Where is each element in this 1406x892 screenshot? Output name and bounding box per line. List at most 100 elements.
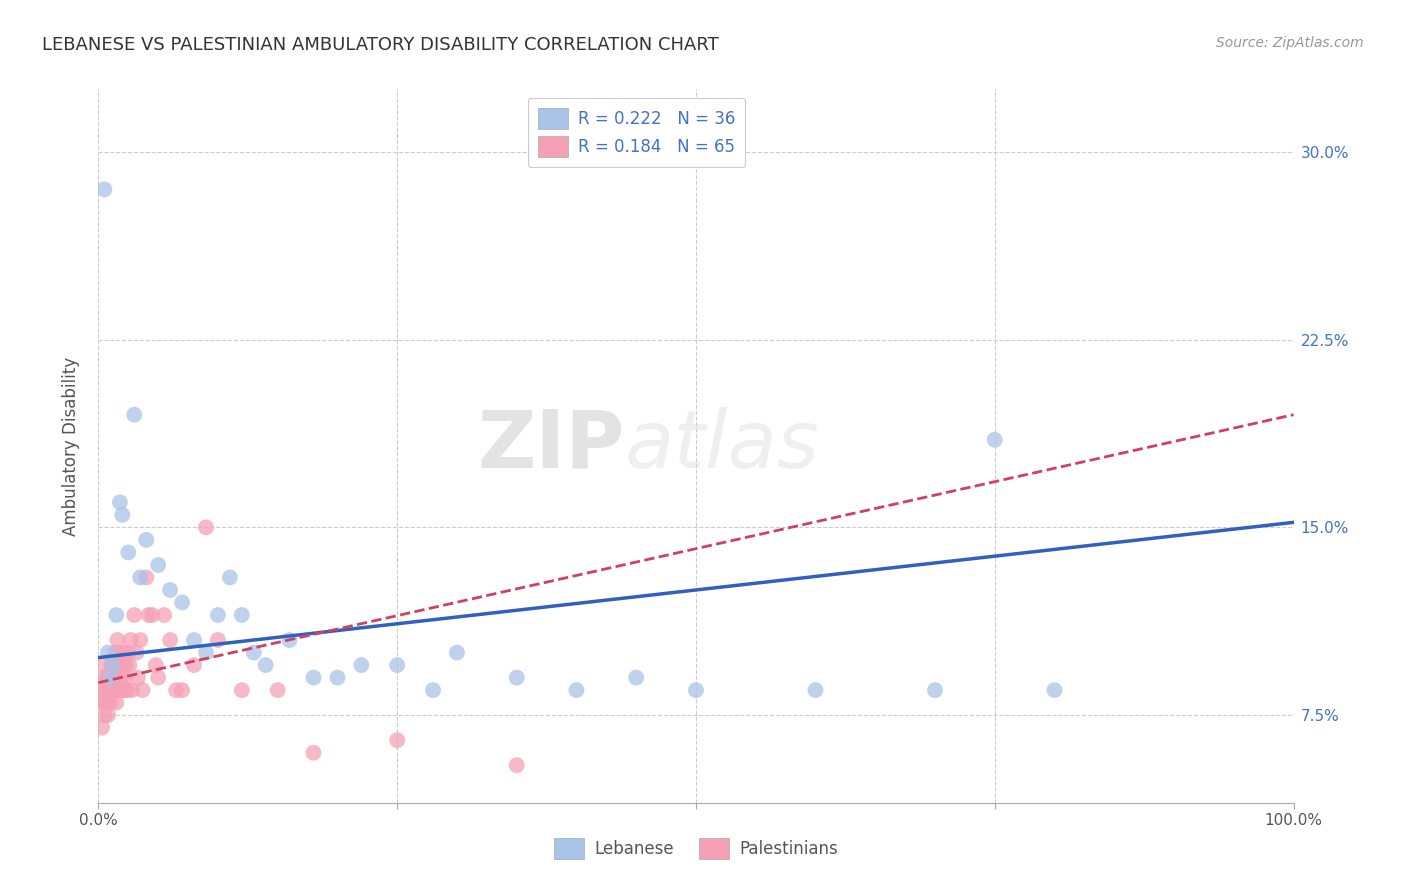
Point: [115, 658, 138, 673]
Point: [97, 683, 120, 698]
Point: [115, 683, 138, 698]
Point: [129, 633, 152, 648]
Point: [131, 683, 153, 698]
Point: [94, 696, 117, 710]
Point: [165, 683, 187, 698]
Point: [267, 683, 290, 698]
Point: [108, 658, 131, 673]
Point: [1043, 683, 1066, 698]
Point: [98, 683, 121, 698]
Point: [124, 607, 146, 622]
Point: [302, 671, 325, 685]
Text: LEBANESE VS PALESTINIAN AMBULATORY DISABILITY CORRELATION CHART: LEBANESE VS PALESTINIAN AMBULATORY DISAB…: [42, 36, 718, 54]
Point: [135, 570, 157, 584]
Point: [506, 671, 529, 685]
Point: [103, 658, 125, 673]
Point: [121, 683, 143, 698]
Point: [117, 545, 139, 559]
Point: [125, 646, 148, 660]
Point: [183, 658, 205, 673]
Point: [97, 708, 120, 723]
Point: [94, 683, 117, 698]
Point: [326, 671, 349, 685]
Point: [506, 758, 529, 772]
Point: [111, 508, 134, 522]
Point: [108, 683, 131, 698]
Point: [101, 683, 124, 698]
Y-axis label: Ambulatory Disability: Ambulatory Disability: [62, 357, 80, 535]
Text: atlas: atlas: [624, 407, 820, 485]
Text: Source: ZipAtlas.com: Source: ZipAtlas.com: [1216, 36, 1364, 50]
Point: [153, 607, 176, 622]
Point: [91, 696, 114, 710]
Point: [93, 182, 115, 196]
Point: [231, 683, 253, 698]
Point: [96, 671, 118, 685]
Point: [446, 646, 468, 660]
Text: ZIP: ZIP: [477, 407, 624, 485]
Point: [91, 721, 114, 735]
Point: [93, 708, 115, 723]
Point: [385, 658, 409, 673]
Point: [93, 671, 115, 685]
Point: [565, 683, 588, 698]
Point: [172, 683, 194, 698]
Point: [105, 696, 128, 710]
Point: [104, 671, 127, 685]
Point: [117, 646, 139, 660]
Point: [231, 607, 253, 622]
Point: [97, 646, 120, 660]
Point: [278, 633, 301, 648]
Point: [159, 633, 181, 648]
Point: [984, 433, 1007, 447]
Point: [138, 607, 160, 622]
Point: [114, 683, 136, 698]
Point: [107, 646, 129, 660]
Point: [148, 558, 170, 572]
Point: [243, 646, 266, 660]
Point: [124, 408, 146, 422]
Point: [685, 683, 707, 698]
Point: [302, 746, 325, 760]
Point: [159, 582, 181, 597]
Point: [98, 671, 121, 685]
Point: [105, 607, 128, 622]
Point: [100, 658, 122, 673]
Point: [135, 533, 157, 547]
Point: [110, 671, 132, 685]
Point: [207, 607, 229, 622]
Point: [111, 683, 134, 698]
Point: [194, 520, 218, 534]
Point: [183, 633, 205, 648]
Point: [107, 633, 129, 648]
Point: [90, 683, 112, 698]
Point: [172, 595, 194, 609]
Legend: Lebanese, Palestinians: Lebanese, Palestinians: [547, 831, 845, 866]
Point: [120, 633, 142, 648]
Point: [114, 671, 136, 685]
Point: [112, 646, 135, 660]
Point: [194, 646, 218, 660]
Point: [111, 658, 134, 673]
Point: [127, 671, 149, 685]
Point: [207, 633, 229, 648]
Point: [804, 683, 827, 698]
Point: [118, 658, 141, 673]
Point: [924, 683, 946, 698]
Point: [145, 658, 167, 673]
Point: [96, 696, 118, 710]
Point: [219, 570, 242, 584]
Point: [626, 671, 648, 685]
Point: [350, 658, 373, 673]
Point: [105, 658, 128, 673]
Point: [98, 696, 122, 710]
Point: [103, 683, 125, 698]
Point: [129, 570, 152, 584]
Point: [104, 646, 127, 660]
Point: [254, 658, 277, 673]
Point: [98, 683, 122, 698]
Point: [141, 607, 163, 622]
Point: [93, 658, 115, 673]
Point: [107, 683, 129, 698]
Point: [385, 733, 409, 747]
